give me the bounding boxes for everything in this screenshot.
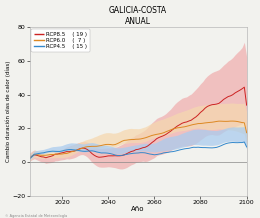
Title: GALICIA-COSTA
ANUAL: GALICIA-COSTA ANUAL: [109, 5, 167, 26]
X-axis label: Año: Año: [132, 206, 145, 213]
Y-axis label: Cambio duración olas de calor (días): Cambio duración olas de calor (días): [5, 61, 11, 162]
Legend: RCP8.5    ( 19 ), RCP6.0    (  7 ), RCP4.5    ( 15 ): RCP8.5 ( 19 ), RCP6.0 ( 7 ), RCP4.5 ( 15…: [31, 29, 90, 52]
Text: © Agencia Estatal de Meteorología: © Agencia Estatal de Meteorología: [5, 214, 67, 218]
